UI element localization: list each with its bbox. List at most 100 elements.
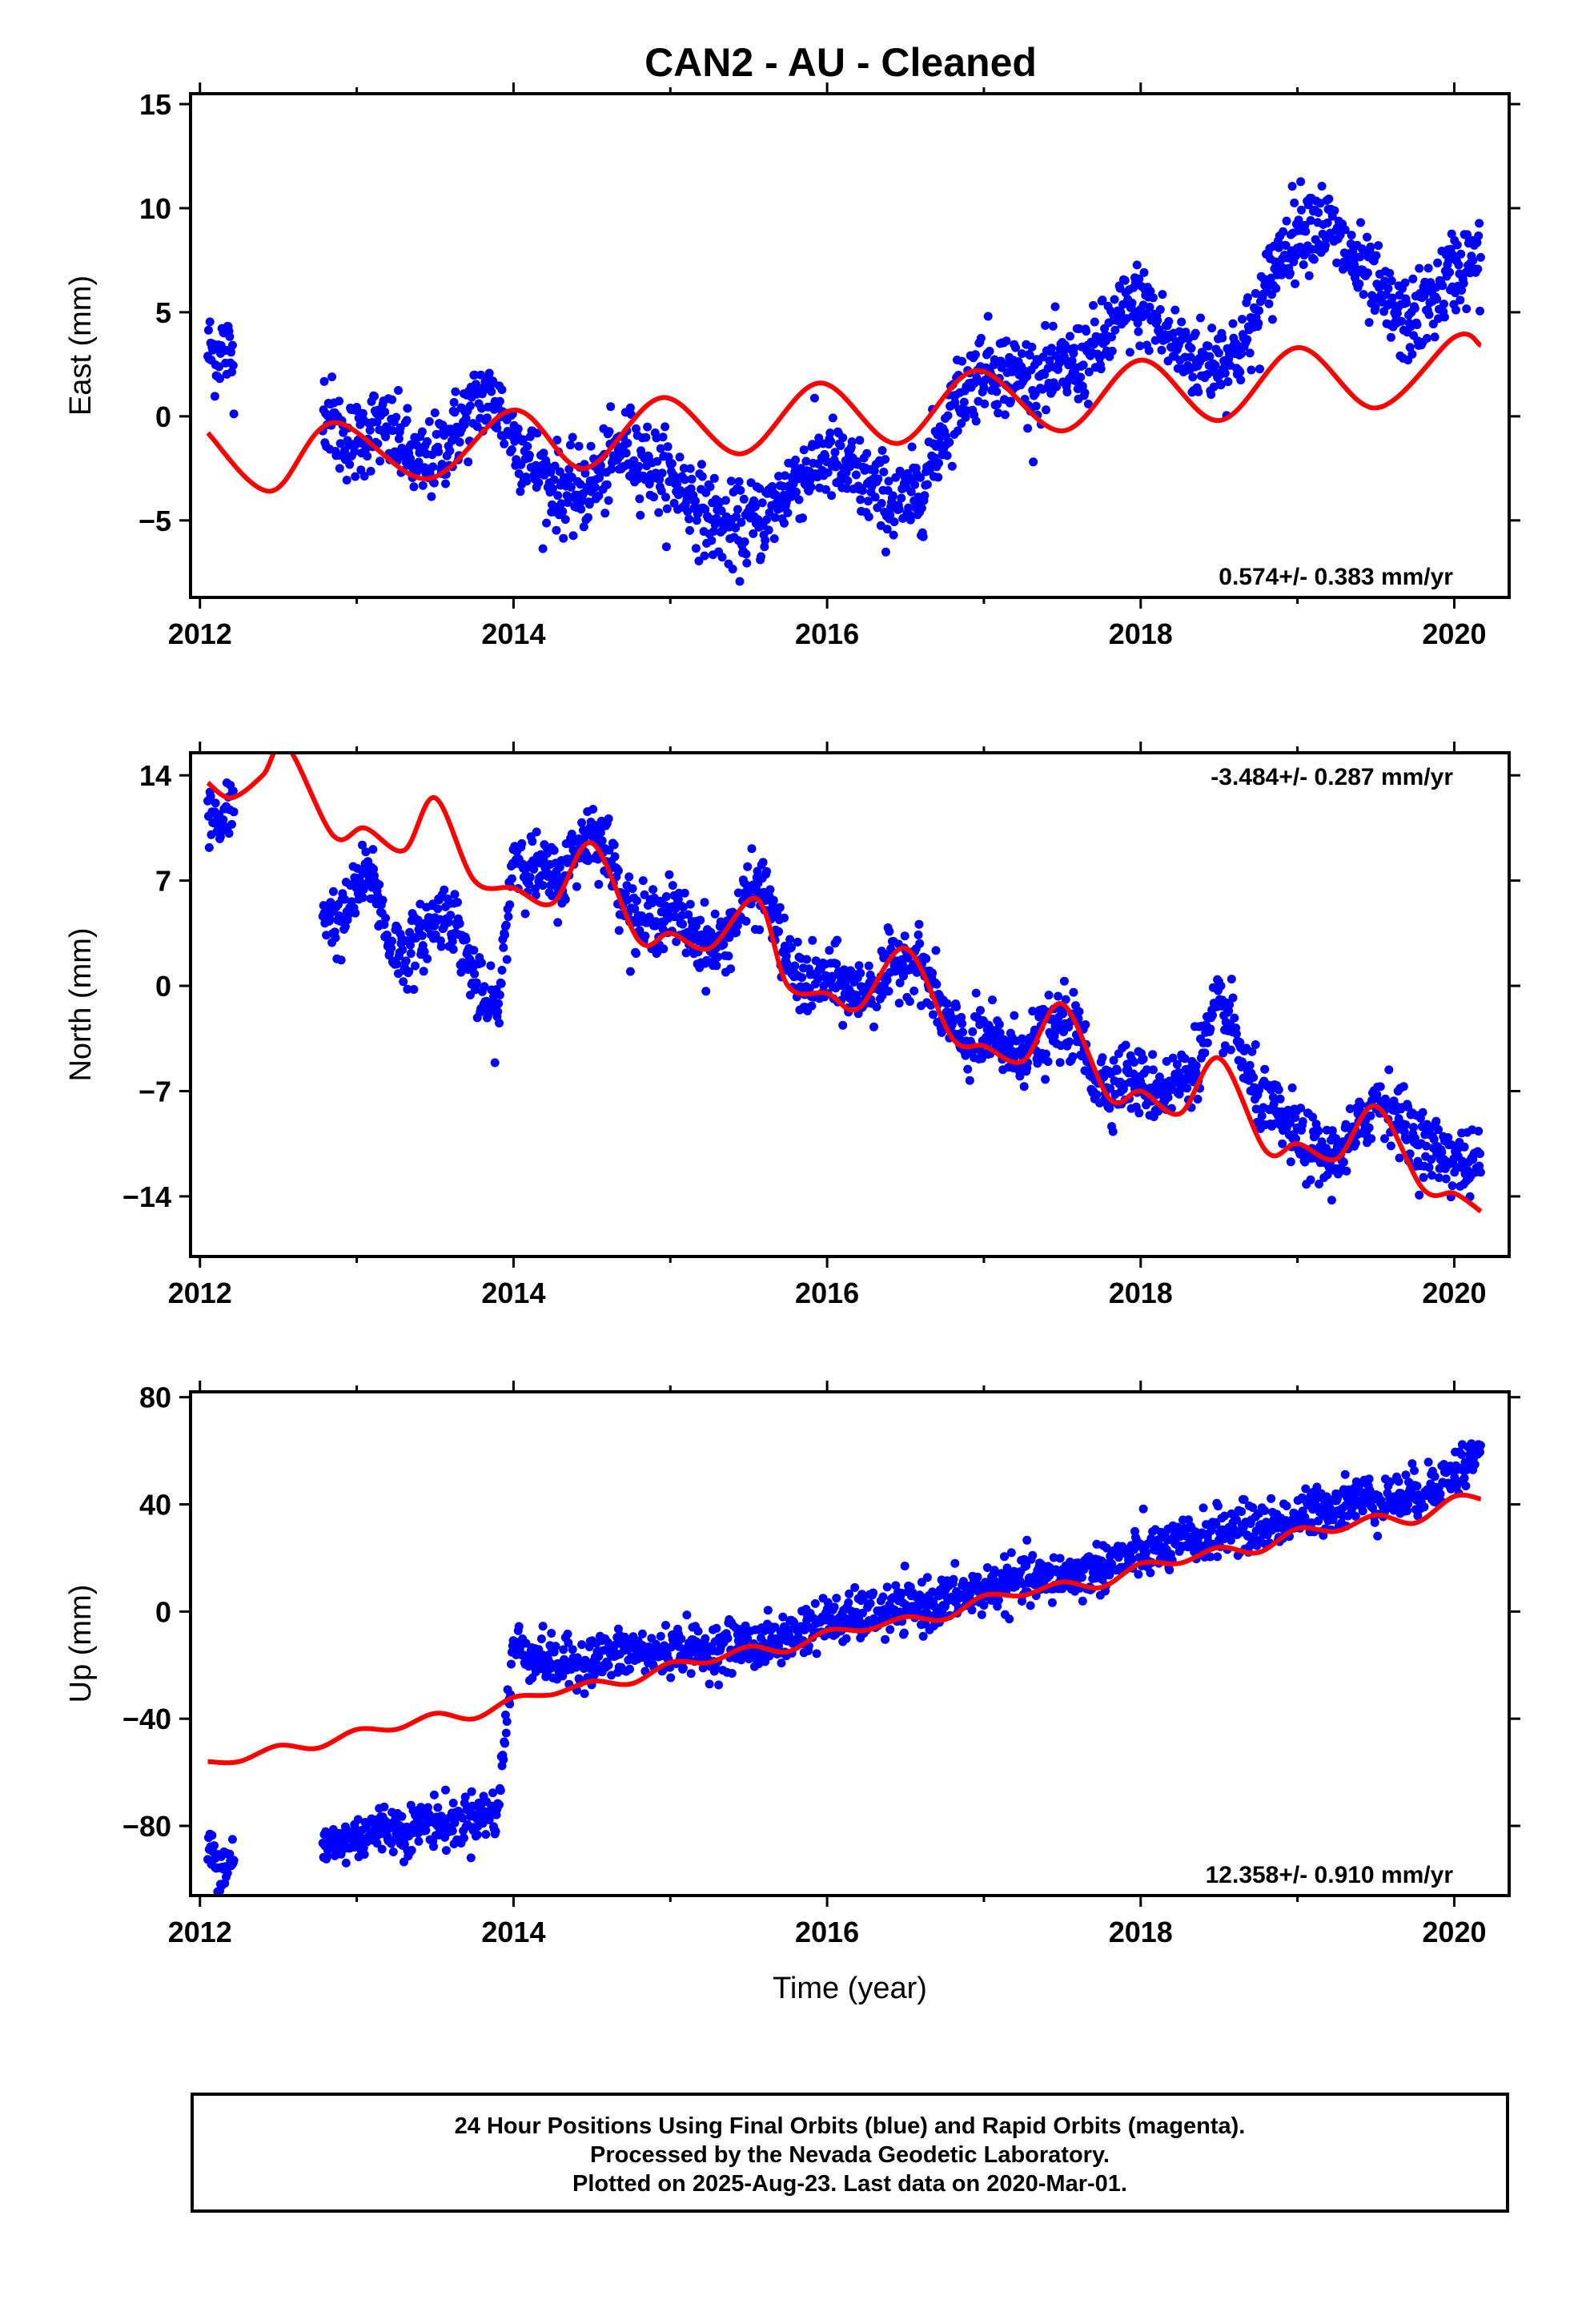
data-point <box>614 926 624 935</box>
data-point <box>409 985 419 994</box>
data-point <box>983 312 993 321</box>
data-point <box>743 862 753 871</box>
data-point <box>672 937 681 947</box>
data-point <box>382 931 391 939</box>
data-point <box>1116 308 1126 317</box>
data-point <box>732 928 741 937</box>
data-point <box>351 908 360 918</box>
data-point <box>864 512 873 521</box>
data-point <box>1410 304 1419 313</box>
data-point <box>1207 324 1217 333</box>
data-point <box>825 428 835 438</box>
data-point <box>783 508 793 517</box>
data-point <box>1127 1554 1137 1564</box>
data-point <box>335 464 344 473</box>
data-point <box>1022 372 1032 381</box>
data-point <box>869 1588 878 1598</box>
y-axis-label: North (mm) <box>64 927 98 1081</box>
data-point <box>207 1831 217 1840</box>
data-point <box>445 446 455 456</box>
data-point <box>949 1574 958 1584</box>
data-point <box>882 975 892 985</box>
data-point <box>1068 1052 1078 1061</box>
data-point <box>1078 1596 1087 1606</box>
data-point <box>1370 1518 1379 1527</box>
data-point <box>448 1826 457 1835</box>
data-point <box>731 523 741 533</box>
data-point <box>632 424 640 433</box>
data-point <box>1424 1163 1434 1172</box>
data-point <box>1220 1511 1229 1521</box>
data-point <box>1157 345 1166 355</box>
data-point <box>958 356 967 366</box>
data-point <box>359 1850 369 1860</box>
data-point <box>1447 229 1456 239</box>
data-point <box>1264 299 1274 308</box>
data-point <box>909 986 919 995</box>
data-point <box>873 474 883 484</box>
data-point <box>522 476 532 486</box>
data-point <box>524 450 534 460</box>
data-point <box>493 1007 503 1016</box>
data-point <box>663 442 673 452</box>
data-point <box>899 971 908 981</box>
data-point <box>894 505 904 514</box>
data-point <box>1138 1504 1148 1514</box>
data-point <box>634 461 644 471</box>
data-point <box>790 961 800 971</box>
data-point <box>881 951 890 960</box>
data-point <box>505 900 515 910</box>
data-point <box>710 909 720 919</box>
data-point <box>590 483 600 493</box>
data-point <box>905 515 915 525</box>
data-point <box>1364 1123 1374 1132</box>
data-point <box>1267 1494 1276 1503</box>
data-point <box>1146 287 1155 296</box>
data-point <box>524 879 533 889</box>
data-point <box>1228 319 1238 328</box>
data-point <box>885 1625 895 1634</box>
data-point <box>1150 336 1160 345</box>
data-point <box>549 475 559 485</box>
data-point <box>588 805 598 814</box>
data-point <box>1355 252 1365 262</box>
data-point <box>340 922 350 931</box>
data-point <box>641 432 651 442</box>
data-point <box>1058 1009 1068 1019</box>
data-point <box>677 1634 686 1643</box>
data-point <box>928 968 938 978</box>
data-point <box>762 866 771 876</box>
data-point <box>977 1054 986 1063</box>
data-point <box>900 931 909 941</box>
data-point <box>579 522 588 532</box>
data-point <box>1317 1137 1327 1147</box>
data-point <box>491 1827 500 1836</box>
data-point <box>1301 227 1311 236</box>
data-point <box>1205 352 1215 361</box>
data-point <box>483 413 492 423</box>
data-point <box>863 497 873 506</box>
data-point <box>514 1622 524 1631</box>
data-point <box>1474 231 1484 240</box>
data-point <box>567 830 576 838</box>
data-point <box>1207 390 1216 400</box>
data-point <box>1339 1157 1348 1167</box>
data-point <box>661 1621 670 1630</box>
data-point <box>931 946 941 955</box>
data-point <box>228 786 238 796</box>
data-point <box>791 455 801 464</box>
data-point <box>387 943 396 953</box>
data-point <box>227 819 236 829</box>
data-point <box>872 1002 881 1011</box>
data-point <box>1194 387 1203 396</box>
data-point <box>1260 1064 1270 1074</box>
data-point <box>1384 1065 1394 1075</box>
x-tick-label: 2014 <box>481 1277 545 1309</box>
data-point <box>1109 1055 1118 1065</box>
data-point <box>496 1786 505 1795</box>
data-point <box>881 455 890 464</box>
data-point <box>770 513 780 522</box>
data-point <box>1228 993 1238 1003</box>
data-point <box>606 402 616 412</box>
data-point <box>580 1689 589 1699</box>
